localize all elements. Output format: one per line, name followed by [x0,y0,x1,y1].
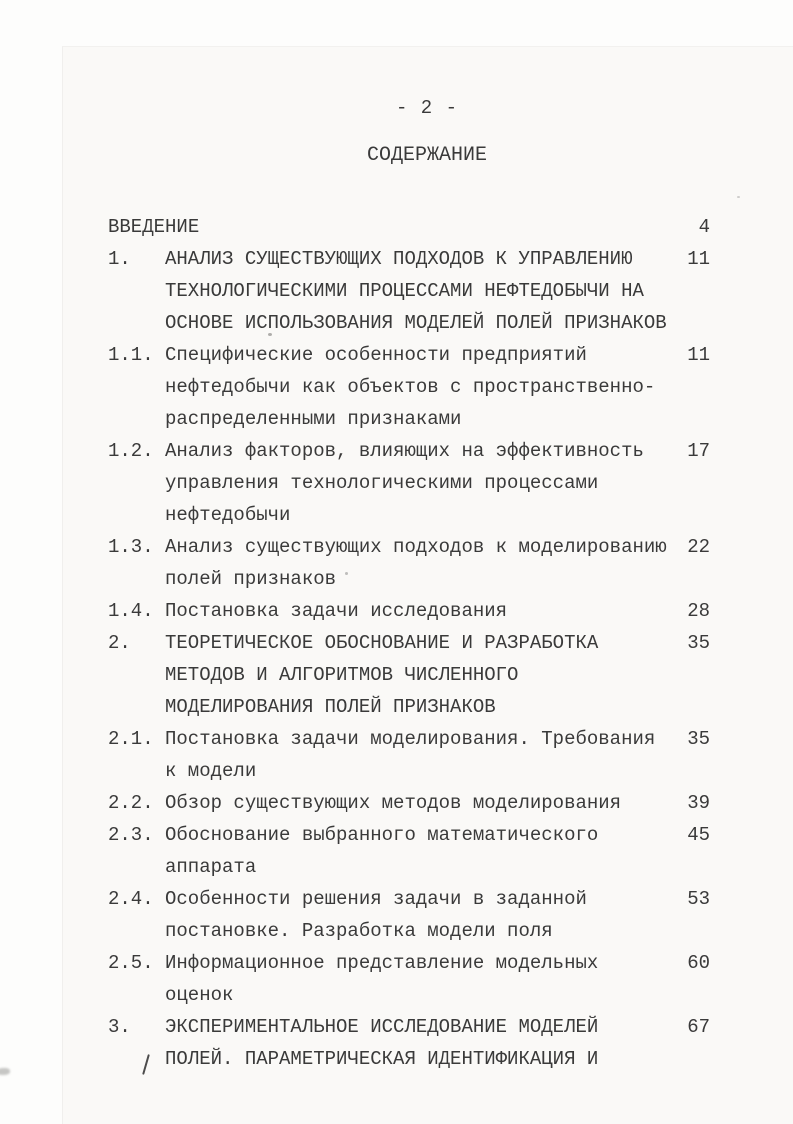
toc-entry: 2.1. Постановка задачи моделирования. Тр… [108,723,710,787]
toc-title: СОДЕРЖАНИЕ [367,144,488,167]
entry-lines: ВВЕДЕНИЕ [108,211,676,243]
entry-page-number: 4 [698,216,710,238]
toc-entry: 1. АНАЛИЗ СУЩЕСТВУЮЩИХ ПОДХОДОВ К УПРАВЛ… [108,243,710,339]
entry-page-number: 22 [687,536,710,558]
entry-lines: Постановка задачи исследования [165,595,676,627]
entry-title-line: постановке. Разработка модели поля [165,920,553,942]
entry-page-number: 53 [687,888,710,910]
toc-entry: 2.3. Обоснование выбранного математическ… [108,819,710,883]
entry-title-line: ТЕОРЕТИЧЕСКОЕ ОБОСНОВАНИЕ И РАЗРАБОТКА [165,632,599,654]
entry-title-line: Анализ существующих подходов к моделиров… [165,536,667,558]
entry-title-line: Обзор существующих методов моделирования [165,792,622,814]
entry-page-number: 39 [687,792,710,814]
entry-title-line: Особенности решения задачи в заданной [165,888,587,910]
entry-title-line: АНАЛИЗ СУЩЕСТВУЮЩИХ ПОДХОДОВ К УПРАВЛЕНИ… [165,248,633,270]
entry-title-line: ПОЛЕЙ. ПАРАМЕТРИЧЕСКАЯ ИДЕНТИФИКАЦИЯ И [165,1048,599,1070]
entry-lines: ТЕОРЕТИЧЕСКОЕ ОБОСНОВАНИЕ И РАЗРАБОТКА МЕ… [165,627,676,723]
entry-number: 1. [108,248,131,270]
entry-number: 3. [108,1016,131,1038]
entry-number: 1.2. [108,440,154,462]
entry-page-number: 35 [687,728,710,750]
entry-lines: Анализ существующих подходов к моделиров… [165,531,676,595]
entry-page-number: 11 [687,344,710,366]
entry-title-line: нефтедобычи [165,504,291,526]
entry-page-number: 17 [687,440,710,462]
entry-title-line: к модели [165,760,257,782]
entry-title-line: Постановка задачи моделирования. Требова… [165,728,656,750]
entry-title-line: управления технологическими процессами [165,472,599,494]
entry-number: 2.4. [108,888,154,910]
toc-entry: 2.5. Информационное представление модель… [108,947,710,1011]
entry-title-line: МЕТОДОВ И АЛГОРИТМОВ ЧИСЛЕННОГО [165,664,519,686]
entry-title-line: Информационное представление модельных [165,952,599,974]
toc-entry: 1.1. Специфические особенности предприят… [108,339,710,435]
page-number-header: - 2 - [396,97,459,119]
toc-list: ВВЕДЕНИЕ 4 1. АНАЛИЗ СУЩЕСТВУЮЩИХ ПОДХОД… [108,211,710,1075]
entry-title-line: Специфические особенности предприятий [165,344,587,366]
entry-title-line: оценок [165,984,234,1006]
entry-number: 2.3. [108,824,154,846]
entry-lines: Информационное представление модельных оц… [165,947,676,1011]
entry-number: 2.5. [108,952,154,974]
entry-lines: ЭКСПЕРИМЕНТАЛЬНОЕ ИССЛЕДОВАНИЕ МОДЕЛЕЙ ПО… [165,1011,676,1075]
entry-title-line: нефтедобычи как объектов с пространствен… [165,376,656,398]
entry-lines: Анализ факторов, влияющих на эффективнос… [165,435,676,531]
toc-entry: 2. ТЕОРЕТИЧЕСКОЕ ОБОСНОВАНИЕ И РАЗРАБОТК… [108,627,710,723]
entry-number: 1.1. [108,344,154,366]
entry-lines: Специфические особенности предприятий неф… [165,339,676,435]
entry-title-line: ОСНОВЕ ИСПОЛЬЗОВАНИЯ МОДЕЛЕЙ ПОЛЕЙ ПРИЗН… [165,312,667,334]
entry-lines: Особенности решения задачи в заданной пос… [165,883,676,947]
entry-title-line: распределенными признаками [165,408,462,430]
toc-entry: 3. ЭКСПЕРИМЕНТАЛЬНОЕ ИССЛЕДОВАНИЕ МОДЕЛЕ… [108,1011,710,1075]
paper-sheet [62,46,793,1124]
toc-entry: 1.2. Анализ факторов, влияющих на эффект… [108,435,710,531]
entry-number: 1.4. [108,600,154,622]
entry-number: 1.3. [108,536,154,558]
entry-lines: Постановка задачи моделирования. Требова… [165,723,676,787]
toc-entry: 2.2. Обзор существующих методов моделиро… [108,787,710,819]
entry-number: 2.1. [108,728,154,750]
entry-page-number: 28 [687,600,710,622]
scan-smudge [0,1068,10,1075]
scan-speck [268,333,272,336]
entry-lines: Обоснование выбранного математического ап… [165,819,676,883]
toc-entry: ВВЕДЕНИЕ 4 [108,211,710,243]
toc-entry: 2.4. Особенности решения задачи в заданн… [108,883,710,947]
entry-number: 2.2. [108,792,154,814]
entry-title-line: полей признаков [165,568,337,590]
entry-page-number: 35 [687,632,710,654]
entry-page-number: 45 [687,824,710,846]
entry-title-line: ВВЕДЕНИЕ [108,216,200,238]
entry-page-number: 11 [687,248,710,270]
toc-entry: 1.3. Анализ существующих подходов к моде… [108,531,710,595]
entry-title-line: аппарата [165,856,257,878]
entry-lines: АНАЛИЗ СУЩЕСТВУЮЩИХ ПОДХОДОВ К УПРАВЛЕНИ… [165,243,676,339]
entry-title-line: ЭКСПЕРИМЕНТАЛЬНОЕ ИССЛЕДОВАНИЕ МОДЕЛЕЙ [165,1016,599,1038]
entry-page-number: 67 [687,1016,710,1038]
entry-page-number: 60 [687,952,710,974]
scan-speck [345,572,348,575]
entry-title-line: Анализ факторов, влияющих на эффективнос… [165,440,644,462]
entry-title-line: ТЕХНОЛОГИЧЕСКИМИ ПРОЦЕССАМИ НЕФТЕДОБЫЧИ … [165,280,644,302]
entry-title-line: Постановка задачи исследования [165,600,508,622]
scan-speck [737,196,740,198]
entry-title-line: МОДЕЛИРОВАНИЯ ПОЛЕЙ ПРИЗНАКОВ [165,696,496,718]
entry-lines: Обзор существующих методов моделирования [165,787,676,819]
entry-title-line: Обоснование выбранного математического [165,824,599,846]
toc-entry: 1.4. Постановка задачи исследования 28 [108,595,710,627]
entry-number: 2. [108,632,131,654]
